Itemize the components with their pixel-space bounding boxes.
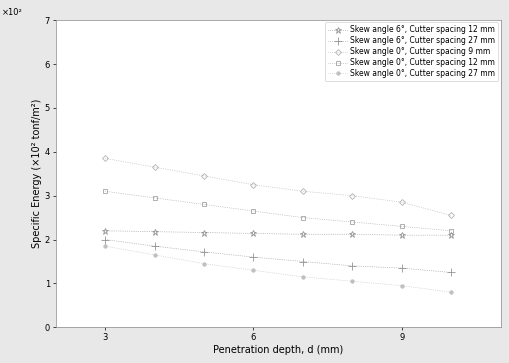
Skew angle 6°, Cutter spacing 27 mm [448,270,454,275]
Skew angle 6°, Cutter spacing 12 mm [448,233,454,237]
Skew angle 6°, Cutter spacing 27 mm [250,255,257,259]
Skew angle 6°, Cutter spacing 27 mm [102,237,108,242]
Skew angle 0°, Cutter spacing 12 mm [349,220,355,224]
Skew angle 0°, Cutter spacing 9 mm [349,193,355,198]
Skew angle 0°, Cutter spacing 27 mm [102,244,108,248]
Skew angle 0°, Cutter spacing 27 mm [152,253,158,257]
Skew angle 0°, Cutter spacing 9 mm [152,165,158,169]
Skew angle 0°, Cutter spacing 9 mm [300,189,306,193]
Y-axis label: Specific Energy (×10² tonf/m²): Specific Energy (×10² tonf/m²) [32,99,42,248]
Text: ×10²: ×10² [2,8,23,17]
Skew angle 6°, Cutter spacing 27 mm [349,264,355,268]
Skew angle 6°, Cutter spacing 27 mm [300,259,306,264]
Skew angle 6°, Cutter spacing 12 mm [300,232,306,236]
Skew angle 0°, Cutter spacing 12 mm [102,189,108,193]
Skew angle 6°, Cutter spacing 12 mm [250,231,257,236]
Line: Skew angle 0°, Cutter spacing 12 mm: Skew angle 0°, Cutter spacing 12 mm [103,189,454,233]
Skew angle 0°, Cutter spacing 9 mm [102,156,108,160]
Skew angle 6°, Cutter spacing 27 mm [201,250,207,254]
Skew angle 6°, Cutter spacing 27 mm [399,266,405,270]
Skew angle 0°, Cutter spacing 27 mm [201,261,207,266]
Skew angle 0°, Cutter spacing 12 mm [152,196,158,200]
Skew angle 0°, Cutter spacing 9 mm [250,183,257,187]
Skew angle 0°, Cutter spacing 12 mm [448,229,454,233]
Skew angle 6°, Cutter spacing 12 mm [201,231,207,235]
Skew angle 0°, Cutter spacing 27 mm [448,290,454,294]
Legend: Skew angle 6°, Cutter spacing 12 mm, Skew angle 6°, Cutter spacing 27 mm, Skew a: Skew angle 6°, Cutter spacing 12 mm, Ske… [325,23,498,81]
Skew angle 0°, Cutter spacing 12 mm [250,209,257,213]
Line: Skew angle 0°, Cutter spacing 9 mm: Skew angle 0°, Cutter spacing 9 mm [103,156,454,217]
Skew angle 6°, Cutter spacing 12 mm [399,233,405,237]
X-axis label: Penetration depth, d (mm): Penetration depth, d (mm) [213,344,343,355]
Skew angle 6°, Cutter spacing 27 mm [152,244,158,248]
Line: Skew angle 6°, Cutter spacing 12 mm: Skew angle 6°, Cutter spacing 12 mm [102,227,455,238]
Skew angle 0°, Cutter spacing 9 mm [399,200,405,204]
Skew angle 0°, Cutter spacing 27 mm [300,275,306,279]
Skew angle 0°, Cutter spacing 12 mm [300,215,306,220]
Skew angle 0°, Cutter spacing 9 mm [201,174,207,178]
Skew angle 6°, Cutter spacing 12 mm [152,229,158,234]
Line: Skew angle 6°, Cutter spacing 27 mm: Skew angle 6°, Cutter spacing 27 mm [101,235,456,277]
Skew angle 6°, Cutter spacing 12 mm [102,229,108,233]
Skew angle 0°, Cutter spacing 27 mm [250,268,257,273]
Skew angle 6°, Cutter spacing 12 mm [349,232,355,236]
Line: Skew angle 0°, Cutter spacing 27 mm: Skew angle 0°, Cutter spacing 27 mm [102,243,455,296]
Skew angle 0°, Cutter spacing 12 mm [201,202,207,207]
Skew angle 0°, Cutter spacing 12 mm [399,224,405,229]
Skew angle 0°, Cutter spacing 27 mm [349,279,355,284]
Skew angle 0°, Cutter spacing 27 mm [399,284,405,288]
Skew angle 0°, Cutter spacing 9 mm [448,213,454,217]
